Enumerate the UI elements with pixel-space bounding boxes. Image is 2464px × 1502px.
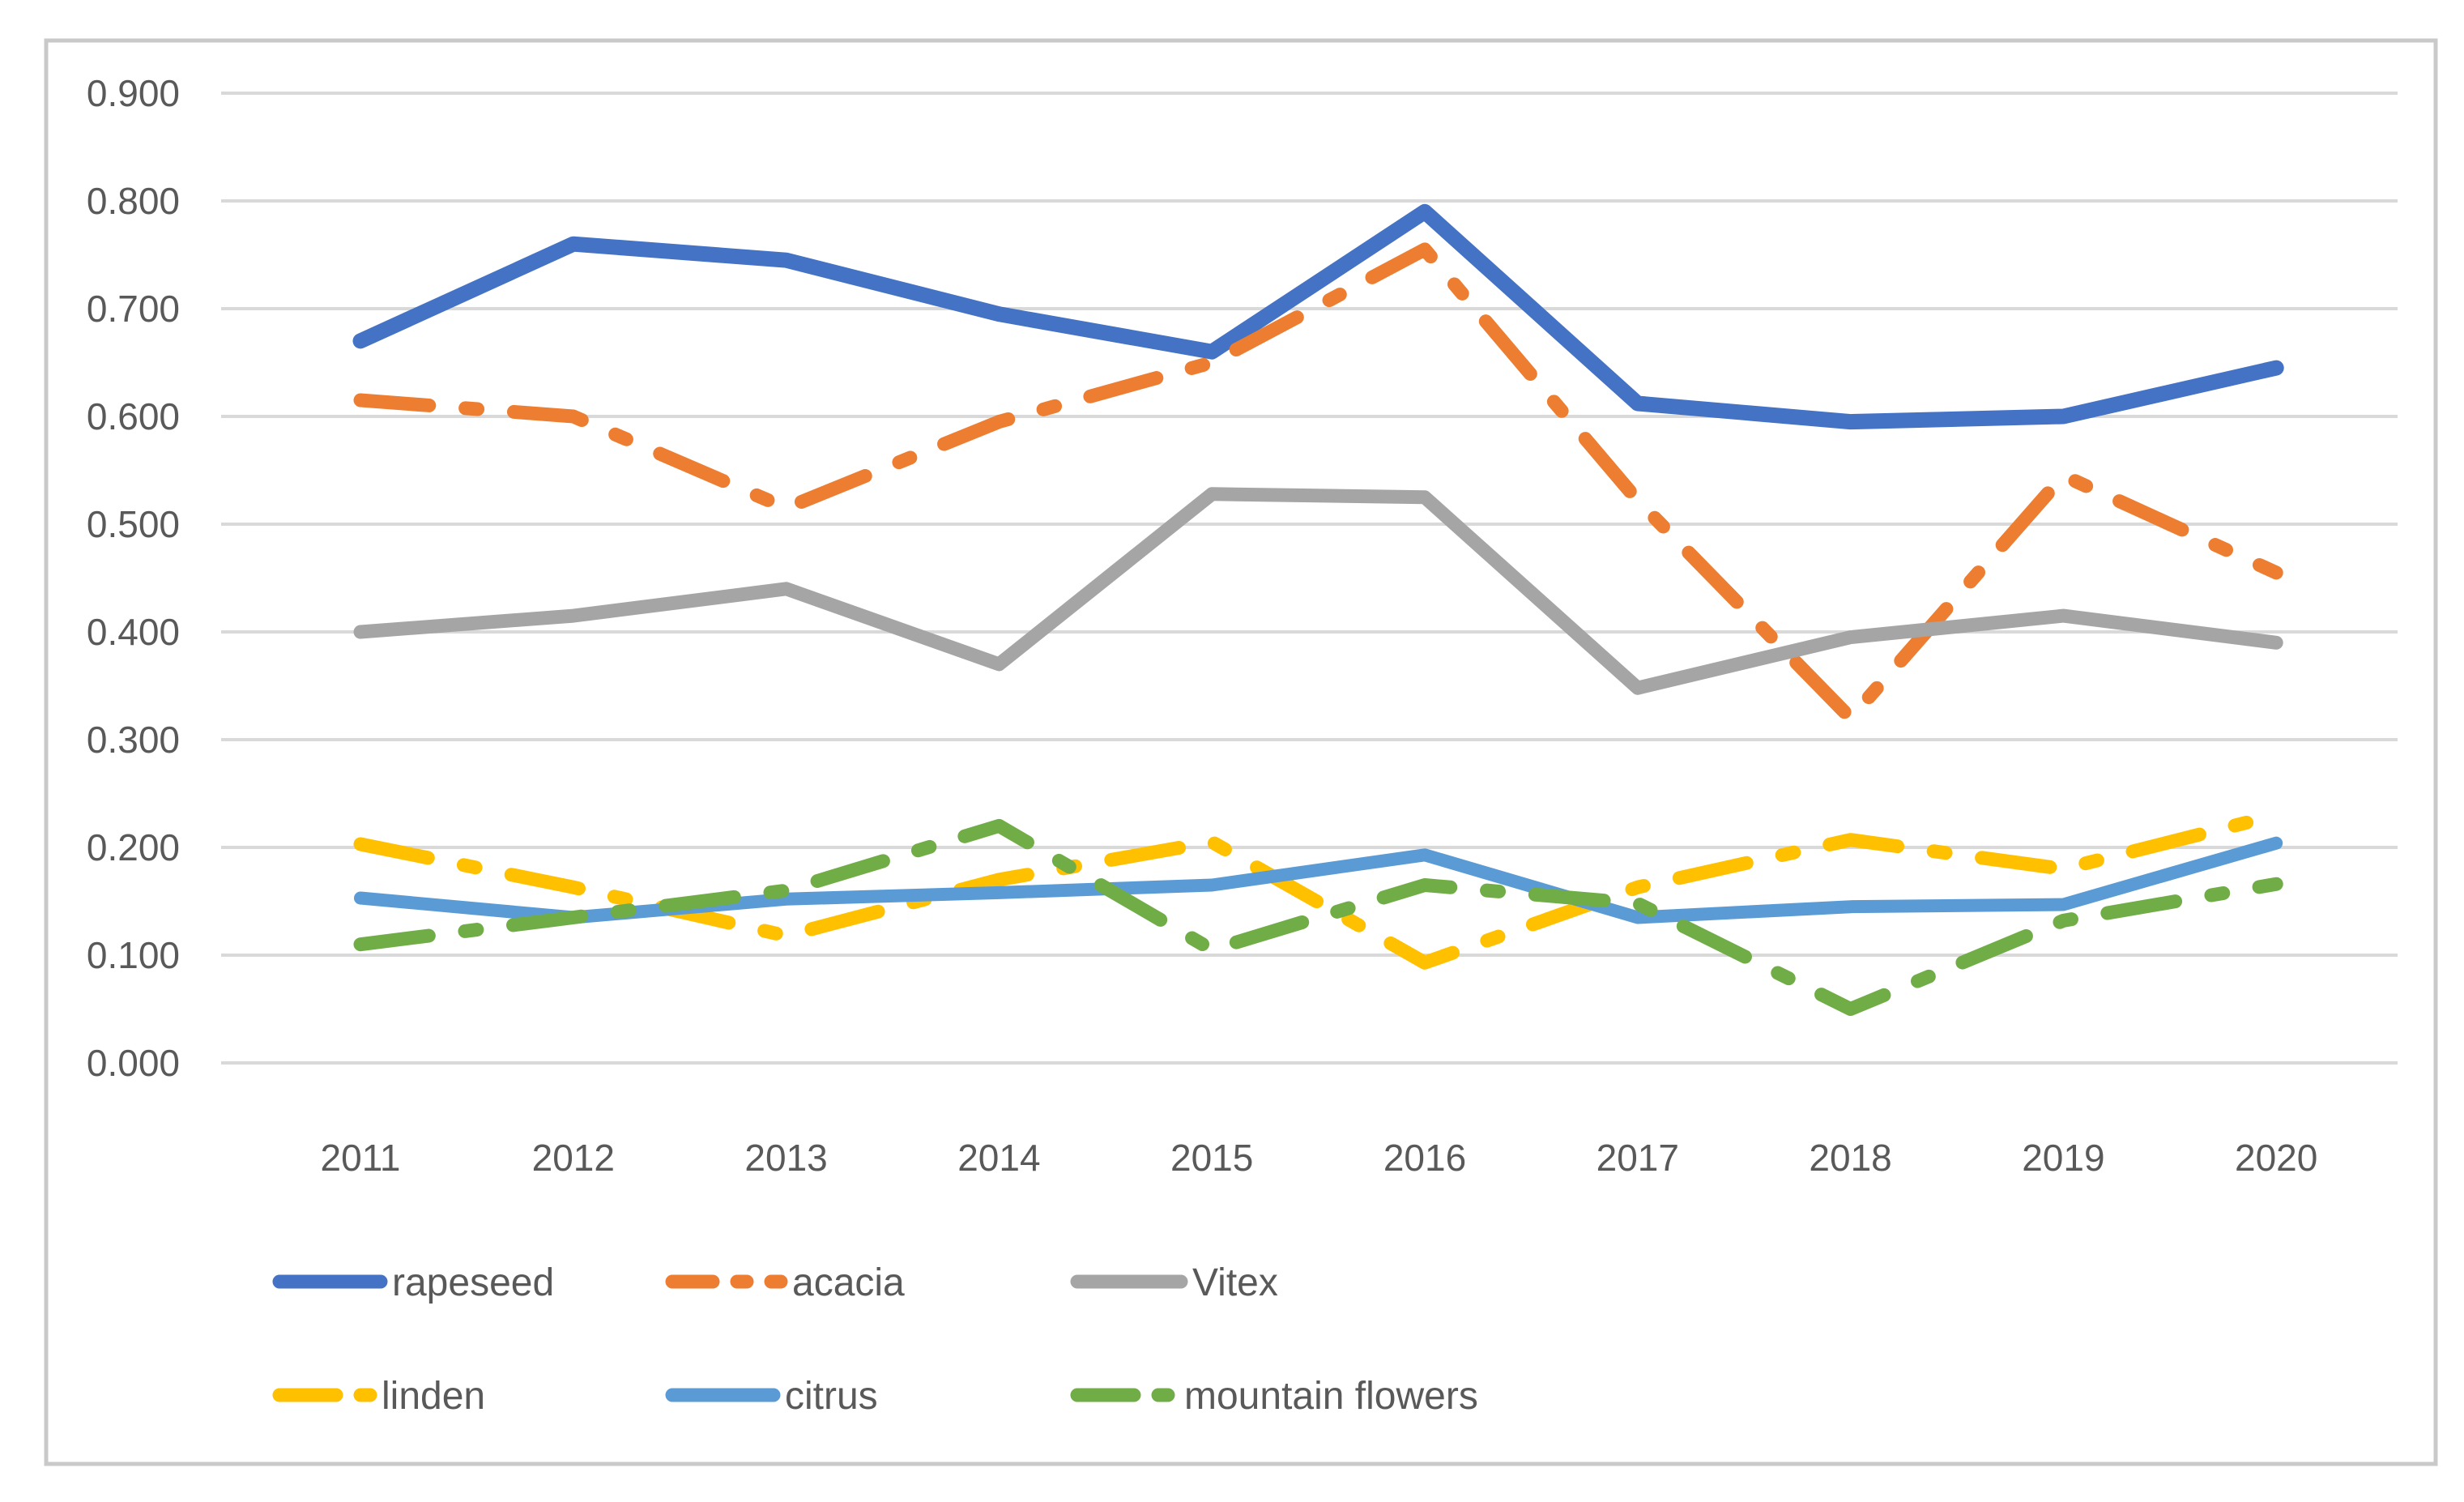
x-axis-label-2013: 2013 [744, 1137, 827, 1179]
y-axis-label-0.400: 0.400 [87, 611, 180, 653]
x-axis-label-2015: 2015 [1170, 1137, 1253, 1179]
series-line-acacia [353, 242, 2283, 725]
legend-label-rapeseed: rapeseed [392, 1261, 554, 1304]
x-axis-label-2011: 2011 [321, 1137, 401, 1179]
y-axis-label-0.500: 0.500 [87, 503, 180, 545]
x-axis-label-2019: 2019 [2022, 1137, 2104, 1179]
y-axis-label-0.200: 0.200 [87, 826, 180, 868]
y-axis-label-0.000: 0.000 [87, 1042, 180, 1084]
series-line-mountain-flowers [353, 818, 2283, 1016]
y-axis-label-0.800: 0.800 [87, 180, 180, 222]
series-line-Vitex [353, 487, 2283, 695]
legend-label-linden: linden [382, 1375, 485, 1418]
y-axis-label-0.900: 0.900 [87, 72, 180, 114]
legend-label-citrus: citrus [785, 1375, 878, 1418]
x-axis-label-2012: 2012 [532, 1137, 615, 1179]
x-axis-label-2020: 2020 [2235, 1137, 2317, 1179]
series-line-rapeseed [352, 203, 2284, 430]
y-axis-label-0.700: 0.700 [87, 288, 180, 330]
x-axis-label-2014: 2014 [957, 1137, 1040, 1179]
chart-border [44, 38, 2438, 1466]
y-axis-label-0.100: 0.100 [87, 934, 180, 976]
x-axis-label-2017: 2017 [1596, 1137, 1679, 1179]
y-axis-label-0.300: 0.300 [87, 719, 180, 761]
x-axis-label-2016: 2016 [1383, 1137, 1466, 1179]
y-axis-label-0.600: 0.600 [87, 395, 180, 437]
legend-label-Vitex: Vitex [1192, 1261, 1278, 1304]
legend-label-acacia: acacia [792, 1261, 905, 1304]
x-axis-label-2018: 2018 [1809, 1137, 1891, 1179]
legend-label-mountain-flowers: mountain flowers [1184, 1375, 1478, 1418]
